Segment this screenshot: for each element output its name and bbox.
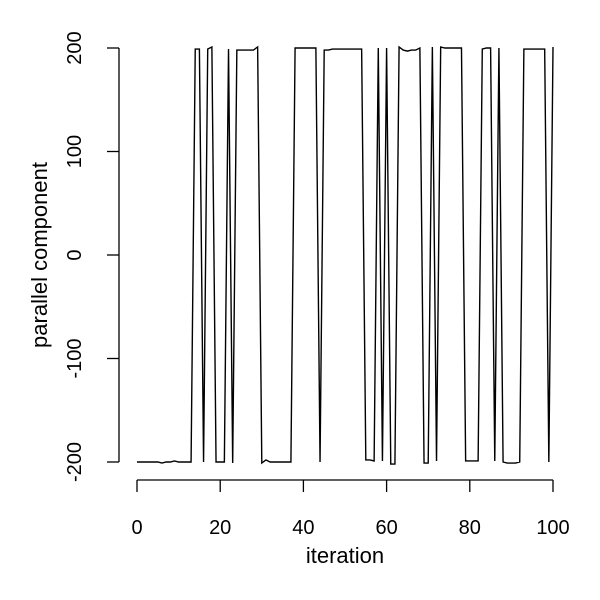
x-tick-label: 100	[536, 517, 569, 539]
x-tick-label: 0	[131, 517, 142, 539]
x-tick-label: 60	[375, 517, 397, 539]
y-tick-label: 100	[64, 135, 86, 168]
x-tick-label: 40	[292, 517, 314, 539]
y-tick-label: -200	[64, 442, 86, 482]
y-axis-title: parallel component	[27, 162, 52, 348]
x-axis-ticks: 0 20 40 60 80 100	[131, 480, 570, 539]
x-tick-label: 20	[209, 517, 231, 539]
y-tick-label: 0	[64, 249, 86, 260]
series-line	[137, 45, 554, 465]
x-tick-label: 80	[459, 517, 481, 539]
plot-area	[137, 45, 554, 465]
y-axis-ticks: -200 -100 0 100 200	[64, 31, 119, 482]
x-axis-title: iteration	[306, 543, 384, 568]
y-tick-label: 200	[64, 31, 86, 64]
y-tick-label: -100	[64, 338, 86, 378]
